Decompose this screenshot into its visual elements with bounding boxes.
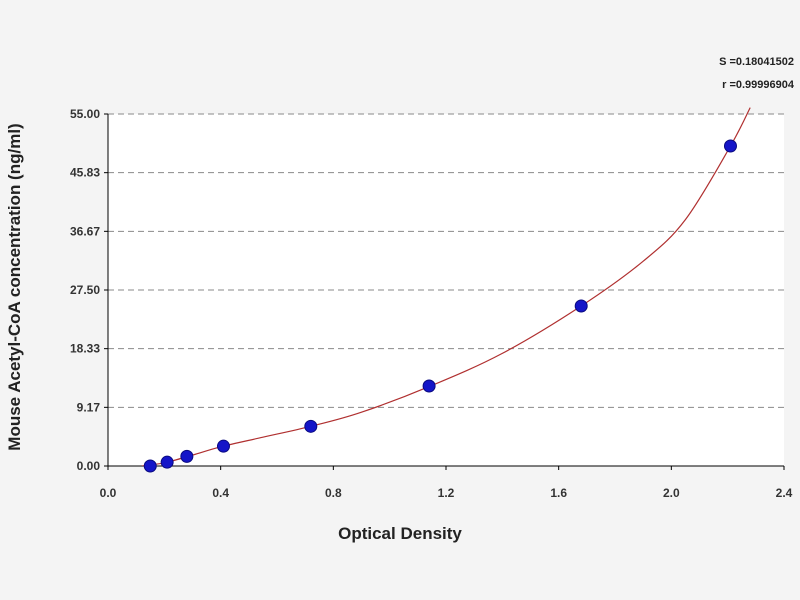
grid-lines [108,113,784,408]
data-point [180,449,194,463]
data-point [304,419,318,433]
y-tick-label: 36.67 [70,224,100,238]
stat-r-value: r =0.99996904 [722,79,795,91]
x-tick-label: 1.2 [438,486,455,500]
fit-curve-group [141,107,751,466]
y-tick-label: 27.50 [70,283,100,297]
data-point [723,139,737,153]
x-axis-title: Optical Density [338,524,462,543]
x-tick-labels: 0.0 0.4 0.8 1.2 1.6 2.0 2.4 [100,466,793,500]
x-tick-label: 2.4 [776,486,793,500]
y-tick-label: 55.00 [70,107,100,121]
x-tick-label: 0.8 [325,486,342,500]
stat-s-value: S =0.18041502 [719,56,794,68]
data-point [422,379,436,393]
y-tick-label: 0.00 [77,459,101,473]
x-tick-label: 0.4 [212,486,229,500]
data-point [160,455,174,469]
fit-curve [141,107,751,466]
x-tick-label: 1.6 [550,486,567,500]
x-tick-label: 0.0 [100,486,117,500]
y-axis-title: Mouse Acetyl-CoA concentration (ng/ml) [5,123,24,450]
x-tick-label: 2.0 [663,486,680,500]
data-point [574,299,588,313]
y-tick-label: 18.33 [70,342,100,356]
data-point [216,439,230,453]
y-tick-label: 9.17 [77,400,101,414]
y-tick-labels: 0.00 9.17 18.33 27.50 36.67 45.83 55.00 [70,107,108,473]
data-points [143,139,737,473]
data-point [143,459,157,473]
y-tick-label: 45.83 [70,166,100,180]
